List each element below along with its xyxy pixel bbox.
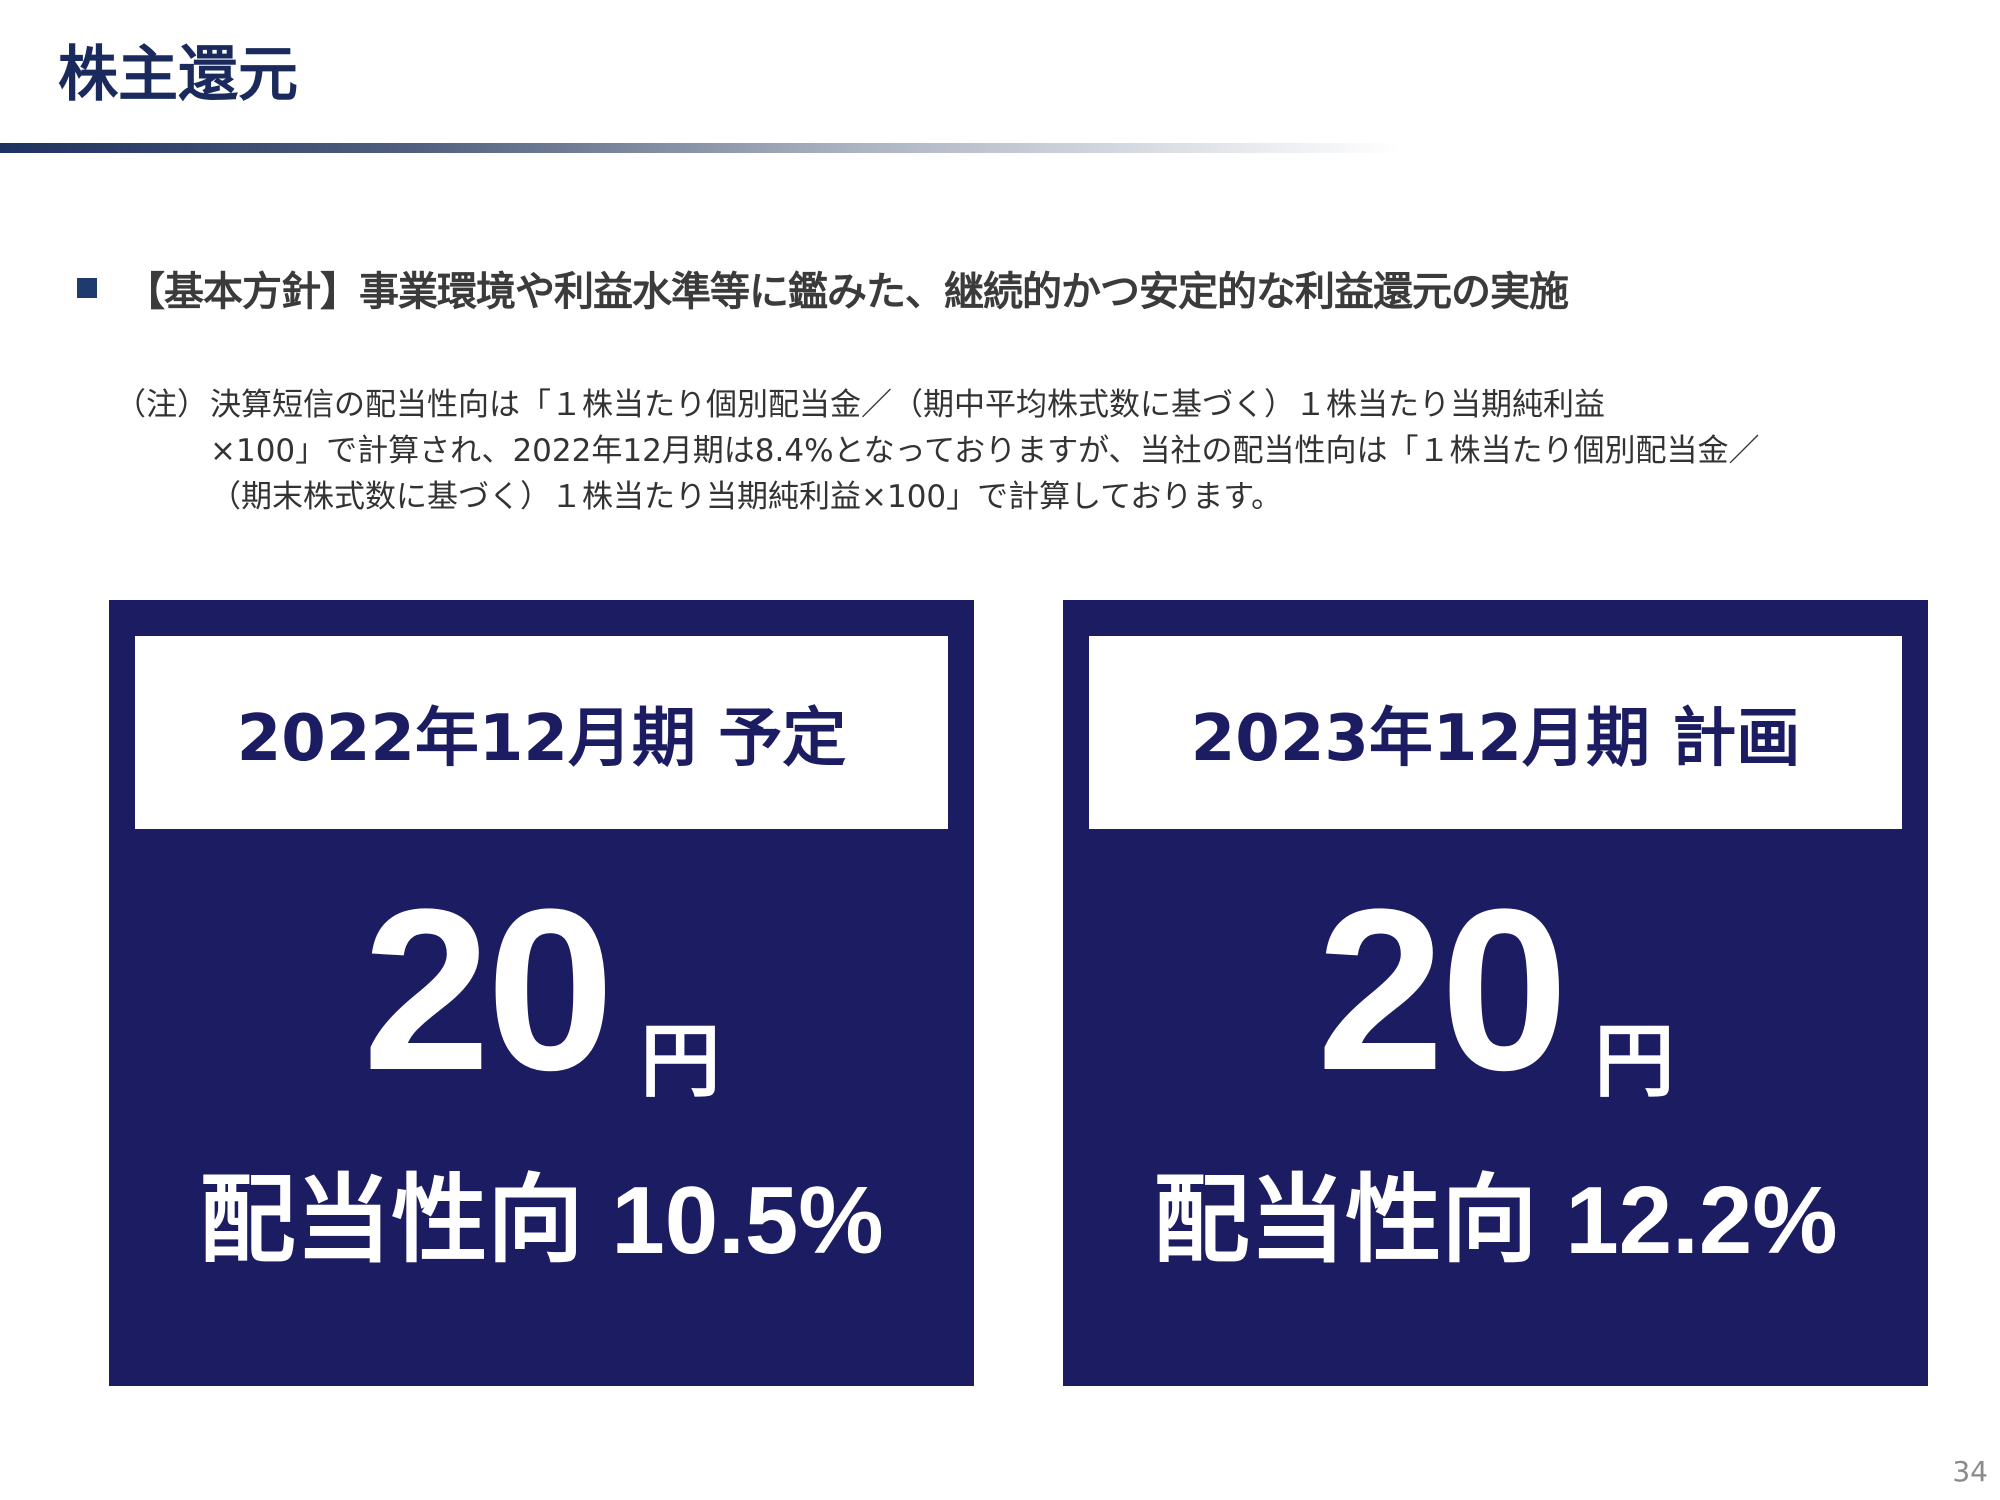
dividend-unit: 円: [640, 1015, 721, 1108]
card-period: 2022年12月期 予定: [236, 701, 847, 776]
note-line: 決算短信の配当性向は「１株当たり個別配当金／（期中平均株式数に基づく）１株当たり…: [210, 387, 1605, 423]
title-underline: [0, 143, 1400, 153]
dividend-value: 20: [362, 861, 615, 1118]
card-header: 2022年12月期 予定: [135, 636, 948, 829]
page-number: 34: [1952, 1455, 1988, 1488]
payout-ratio-value: 12.2%: [1565, 1167, 1838, 1274]
card-header: 2023年12月期 計画: [1089, 636, 1902, 829]
slide-title: 株主還元: [58, 40, 298, 110]
payout-ratio: 配当性向 10.5%: [109, 1165, 974, 1276]
dividend-amount: 20 円: [1063, 861, 1928, 1118]
payout-ratio-label: 配当性向: [199, 1164, 584, 1276]
dividend-unit: 円: [1594, 1015, 1675, 1108]
square-bullet-icon: [77, 278, 97, 298]
card-period: 2023年12月期 計画: [1190, 701, 1801, 776]
note-label: （注）: [115, 387, 208, 423]
dividend-value: 20: [1316, 861, 1569, 1118]
dividend-amount: 20 円: [109, 861, 974, 1118]
payout-ratio-label: 配当性向: [1153, 1164, 1538, 1276]
payout-ratio: 配当性向 12.2%: [1063, 1165, 1928, 1276]
note-line: ×100」で計算され、2022年12月期は8.4%となっておりますが、当社の配当…: [210, 433, 1760, 469]
payout-ratio-value: 10.5%: [611, 1167, 884, 1274]
dividend-card-2023: 2023年12月期 計画 20 円 配当性向 12.2%: [1063, 600, 1928, 1386]
policy-bullet: 【基本方針】事業環境や利益水準等に鑑みた、継続的かつ安定的な利益還元の実施: [77, 258, 1569, 318]
note-line: （期末株式数に基づく）１株当たり当期純利益×100」で計算しております。: [210, 479, 1283, 515]
dividend-card-2022: 2022年12月期 予定 20 円 配当性向 10.5%: [109, 600, 974, 1386]
policy-text: 【基本方針】事業環境や利益水準等に鑑みた、継続的かつ安定的な利益還元の実施: [125, 269, 1569, 315]
